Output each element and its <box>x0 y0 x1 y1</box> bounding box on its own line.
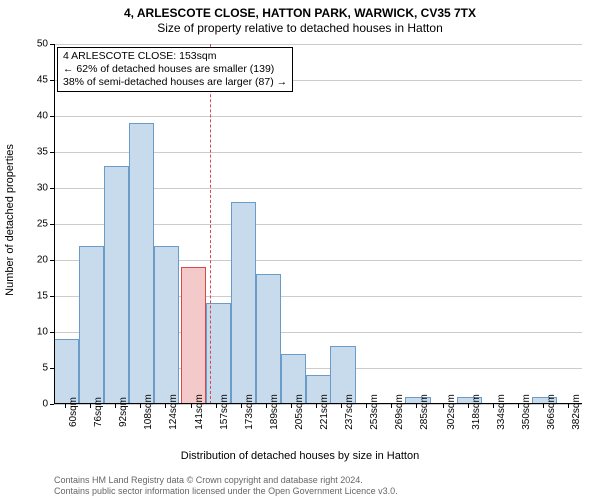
xtick-mark <box>568 404 569 408</box>
annotation-line3: 38% of semi-detached houses are larger (… <box>63 76 287 89</box>
histogram-bar <box>104 166 129 404</box>
plot-area: 4 ARLESCOTE CLOSE: 153sqm ← 62% of detac… <box>54 44 582 404</box>
xtick-label: 189sqm <box>269 394 280 430</box>
xtick-label: 173sqm <box>244 394 255 430</box>
ytick-label: 20 <box>8 255 48 266</box>
xtick-label: 124sqm <box>168 394 179 430</box>
xtick-mark <box>140 404 141 408</box>
histogram-bar-highlight <box>181 267 206 404</box>
ytick-label: 10 <box>8 327 48 338</box>
xtick-mark <box>468 404 469 408</box>
ytick-label: 15 <box>8 291 48 302</box>
xtick-label: 237sqm <box>344 394 355 430</box>
ytick-mark <box>50 80 54 81</box>
ytick-mark <box>50 188 54 189</box>
ytick-mark <box>50 152 54 153</box>
xtick-label: 269sqm <box>394 394 405 430</box>
ytick-label: 35 <box>8 147 48 158</box>
ytick-mark <box>50 332 54 333</box>
xtick-mark <box>366 404 367 408</box>
histogram-bar <box>79 246 104 404</box>
ytick-label: 5 <box>8 363 48 374</box>
xtick-label: 318sqm <box>471 394 482 430</box>
xtick-mark <box>341 404 342 408</box>
histogram-bar <box>129 123 154 404</box>
footer-attribution: Contains HM Land Registry data © Crown c… <box>54 475 398 498</box>
ytick-label: 25 <box>8 219 48 230</box>
xtick-mark <box>443 404 444 408</box>
ytick-label: 45 <box>8 75 48 86</box>
histogram-bar <box>154 246 179 404</box>
xtick-mark <box>266 404 267 408</box>
xtick-label: 108sqm <box>143 394 154 430</box>
ytick-mark <box>50 44 54 45</box>
chart-title-main: 4, ARLESCOTE CLOSE, HATTON PARK, WARWICK… <box>0 0 600 20</box>
xtick-mark <box>241 404 242 408</box>
chart-container: 4, ARLESCOTE CLOSE, HATTON PARK, WARWICK… <box>0 0 600 500</box>
xtick-label: 141sqm <box>194 394 205 430</box>
ytick-label: 0 <box>8 399 48 410</box>
xtick-label: 253sqm <box>369 394 380 430</box>
xtick-mark <box>291 404 292 408</box>
xtick-label: 157sqm <box>219 394 230 430</box>
xtick-mark <box>391 404 392 408</box>
xtick-mark <box>216 404 217 408</box>
ytick-mark <box>50 224 54 225</box>
annotation-line1: 4 ARLESCOTE CLOSE: 153sqm <box>63 50 287 63</box>
xtick-mark <box>416 404 417 408</box>
xtick-label: 205sqm <box>294 394 305 430</box>
footer-line2: Contains public sector information licen… <box>54 486 398 497</box>
xtick-label: 334sqm <box>496 394 507 430</box>
xtick-label: 366sqm <box>546 394 557 430</box>
histogram-bar <box>54 339 79 404</box>
xtick-label: 76sqm <box>93 397 104 427</box>
chart-title-sub: Size of property relative to detached ho… <box>0 20 600 35</box>
footer-line1: Contains HM Land Registry data © Crown c… <box>54 475 398 486</box>
xtick-label: 285sqm <box>419 394 430 430</box>
histogram-bar <box>231 202 256 404</box>
xtick-label: 382sqm <box>571 394 582 430</box>
annotation-box: 4 ARLESCOTE CLOSE: 153sqm ← 62% of detac… <box>57 47 293 92</box>
grid-line <box>54 116 582 117</box>
ytick-label: 50 <box>8 39 48 50</box>
xtick-mark <box>518 404 519 408</box>
ytick-mark <box>50 116 54 117</box>
annotation-line2: ← 62% of detached houses are smaller (13… <box>63 63 287 76</box>
ytick-label: 30 <box>8 183 48 194</box>
xtick-mark <box>115 404 116 408</box>
x-axis-label: Distribution of detached houses by size … <box>0 450 600 462</box>
xtick-label: 60sqm <box>68 397 79 427</box>
ytick-mark <box>50 404 54 405</box>
xtick-mark <box>493 404 494 408</box>
xtick-mark <box>191 404 192 408</box>
y-axis-line <box>54 44 55 404</box>
histogram-bar <box>256 274 281 404</box>
ytick-label: 40 <box>8 111 48 122</box>
ytick-mark <box>50 296 54 297</box>
ytick-mark <box>50 260 54 261</box>
xtick-label: 350sqm <box>521 394 532 430</box>
xtick-mark <box>543 404 544 408</box>
reference-line <box>210 44 211 404</box>
xtick-label: 221sqm <box>319 394 330 430</box>
ytick-mark <box>50 368 54 369</box>
xtick-label: 92sqm <box>118 397 129 427</box>
xtick-mark <box>90 404 91 408</box>
grid-line <box>54 44 582 45</box>
xtick-mark <box>165 404 166 408</box>
xtick-mark <box>316 404 317 408</box>
xtick-mark <box>65 404 66 408</box>
xtick-label: 302sqm <box>446 394 457 430</box>
